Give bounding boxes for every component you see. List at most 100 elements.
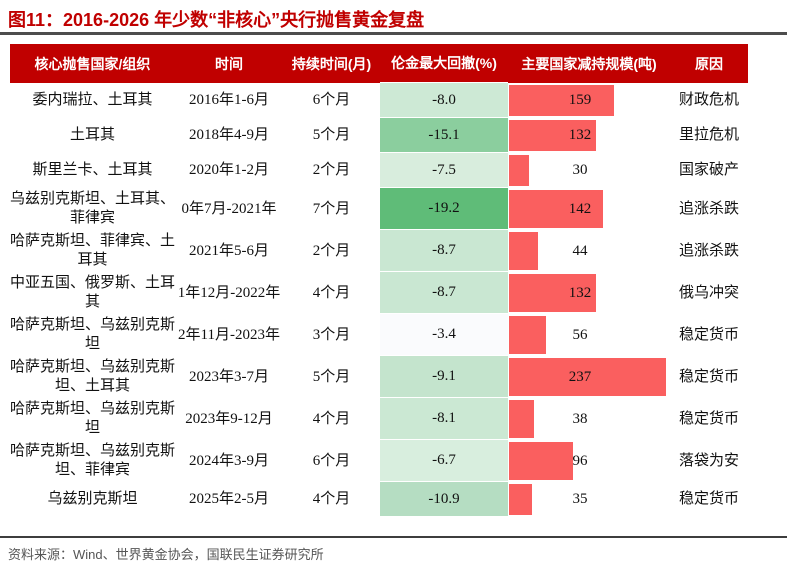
cell-duration: 2个月 <box>312 162 351 178</box>
tonnage-value: 30 <box>572 162 588 178</box>
source-note: 资料来源：Wind、世界黄金协会，国联民生证券研究所 <box>8 547 324 562</box>
column-header-reason: 原因 <box>695 55 723 72</box>
tonnage-bar <box>509 232 538 270</box>
cell-drawdown: -15.1 <box>380 118 508 153</box>
table-row: 乌兹别克斯坦 2025年2-5月 4个月 -10.9 35 稳定货币 <box>10 482 748 517</box>
cell-duration: 4个月 <box>312 410 351 427</box>
cell-reason: 俄乌冲突 <box>678 284 739 301</box>
tonnage-value: 96 <box>572 452 588 469</box>
cell-tonnage: 44 <box>508 230 670 272</box>
cell-time: 2025年2-5月 <box>189 491 269 507</box>
title-underline <box>0 32 787 35</box>
table-row: 哈萨克斯坦、乌兹别克斯坦 2023年9-12月 4个月 -8.1 38 稳定货币 <box>10 398 748 440</box>
cell-duration: 4个月 <box>312 491 351 507</box>
cell-drawdown: -8.7 <box>380 230 508 272</box>
cell-duration: 6个月 <box>312 452 351 469</box>
cell-time: 2021年5-6月 <box>189 242 269 259</box>
cell-tonnage: 38 <box>508 398 670 440</box>
tonnage-value: 132 <box>568 284 592 301</box>
cell-time: 1年12月-2022年 <box>177 284 281 301</box>
table-row: 哈萨克斯坦、菲律宾、土耳其 2021年5-6月 2个月 -8.7 44 追涨杀跌 <box>10 230 748 272</box>
cell-time: 2023年9-12月 <box>185 410 273 427</box>
cell-country: 乌兹别克斯坦、土耳其、菲律宾 <box>10 191 176 226</box>
cell-tonnage: 132 <box>508 118 670 153</box>
cell-tonnage: 132 <box>508 272 670 314</box>
cell-drawdown: -3.4 <box>380 314 508 356</box>
tonnage-value: 237 <box>568 368 592 385</box>
tonnage-bar <box>509 400 534 438</box>
cell-duration: 3个月 <box>312 326 351 343</box>
tonnage-bar <box>509 85 614 116</box>
cell-drawdown: -8.7 <box>380 272 508 314</box>
column-header-drawdown: 伦金最大回撤(%) <box>380 44 508 83</box>
cell-drawdown: -19.2 <box>380 188 508 230</box>
table-row: 土耳其 2018年4-9月 5个月 -15.1 132 里拉危机 <box>10 118 748 153</box>
cell-country: 哈萨克斯坦、乌兹别克斯坦、菲律宾 <box>10 443 176 478</box>
cell-reason: 国家破产 <box>678 162 739 178</box>
cell-reason: 稳定货币 <box>678 368 739 385</box>
tonnage-bar <box>509 442 573 480</box>
cell-time: 2016年1-6月 <box>189 92 269 108</box>
tonnage-bar <box>509 358 666 396</box>
tonnage-bar <box>509 484 532 515</box>
table-row: 中亚五国、俄罗斯、土耳其 1年12月-2022年 4个月 -8.7 132 俄乌… <box>10 272 748 314</box>
cell-time: 2023年3-7月 <box>189 368 269 385</box>
tonnage-bar <box>509 190 603 228</box>
footer-rule <box>0 536 787 538</box>
cell-reason: 稳定货币 <box>678 410 739 427</box>
column-header-time: 时间 <box>215 55 243 72</box>
cell-reason: 里拉危机 <box>678 127 739 143</box>
cell-country: 委内瑞拉、土耳其 <box>32 92 153 108</box>
column-header-tonnage: 主要国家减持规模(吨) <box>521 55 657 72</box>
cell-reason: 财政危机 <box>678 92 739 108</box>
cell-country: 土耳其 <box>69 127 115 143</box>
cell-drawdown: -8.0 <box>380 83 508 118</box>
cell-tonnage: 56 <box>508 314 670 356</box>
cell-country: 哈萨克斯坦、菲律宾、土耳其 <box>10 233 176 268</box>
cell-duration: 7个月 <box>312 200 351 217</box>
table-header-row: 核心抛售国家/组织 时间 持续时间(月) 伦金最大回撤(%) 主要国家减持规模(… <box>10 44 748 83</box>
tonnage-value: 132 <box>568 127 592 143</box>
tonnage-value: 38 <box>572 410 588 427</box>
cell-time: 2020年1-2月 <box>189 162 269 178</box>
table-row: 乌兹别克斯坦、土耳其、菲律宾 0年7月-2021年 7个月 -19.2 142 … <box>10 188 748 230</box>
cell-drawdown: -6.7 <box>380 440 508 482</box>
table-row: 斯里兰卡、土耳其 2020年1-2月 2个月 -7.5 30 国家破产 <box>10 153 748 188</box>
table-body: 委内瑞拉、土耳其 2016年1-6月 6个月 -8.0 159 财政危机 土耳其… <box>10 83 748 517</box>
tonnage-bar <box>509 155 529 186</box>
cell-tonnage: 96 <box>508 440 670 482</box>
cell-time: 2024年3-9月 <box>189 452 269 469</box>
cell-duration: 2个月 <box>312 242 351 259</box>
cell-reason: 稳定货币 <box>678 326 739 343</box>
cell-drawdown: -8.1 <box>380 398 508 440</box>
cell-country: 哈萨克斯坦、乌兹别克斯坦 <box>10 401 176 436</box>
cell-duration: 5个月 <box>312 127 351 143</box>
column-header-duration: 持续时间(月) <box>291 55 372 72</box>
cell-reason: 稳定货币 <box>678 491 739 507</box>
column-header-country: 核心抛售国家/组织 <box>34 55 151 72</box>
table-row: 委内瑞拉、土耳其 2016年1-6月 6个月 -8.0 159 财政危机 <box>10 83 748 118</box>
cell-country: 哈萨克斯坦、乌兹别克斯坦 <box>10 317 176 352</box>
tonnage-bar <box>509 120 596 151</box>
table-row: 哈萨克斯坦、乌兹别克斯坦、菲律宾 2024年3-9月 6个月 -6.7 96 落… <box>10 440 748 482</box>
cell-country: 哈萨克斯坦、乌兹别克斯坦、土耳其 <box>10 359 176 394</box>
cell-duration: 6个月 <box>312 92 351 108</box>
tonnage-bar <box>509 274 596 312</box>
cell-tonnage: 237 <box>508 356 670 398</box>
cell-country: 中亚五国、俄罗斯、土耳其 <box>10 275 176 310</box>
tonnage-value: 44 <box>572 242 588 259</box>
cell-time: 2018年4-9月 <box>189 127 269 143</box>
figure-title: 图11：2016-2026 年少数“非核心”央行抛售黄金复盘 <box>8 10 425 30</box>
cell-duration: 5个月 <box>312 368 351 385</box>
cell-time: 2年11月-2023年 <box>178 326 280 343</box>
cell-country: 斯里兰卡、土耳其 <box>32 162 153 178</box>
cell-reason: 追涨杀跌 <box>678 242 739 259</box>
cell-time: 0年7月-2021年 <box>181 200 277 217</box>
cell-reason: 落袋为安 <box>678 452 739 469</box>
cell-drawdown: -9.1 <box>380 356 508 398</box>
table-row: 哈萨克斯坦、乌兹别克斯坦、土耳其 2023年3-7月 5个月 -9.1 237 … <box>10 356 748 398</box>
cell-drawdown: -10.9 <box>380 482 508 517</box>
cell-duration: 4个月 <box>312 284 351 301</box>
cell-tonnage: 142 <box>508 188 670 230</box>
